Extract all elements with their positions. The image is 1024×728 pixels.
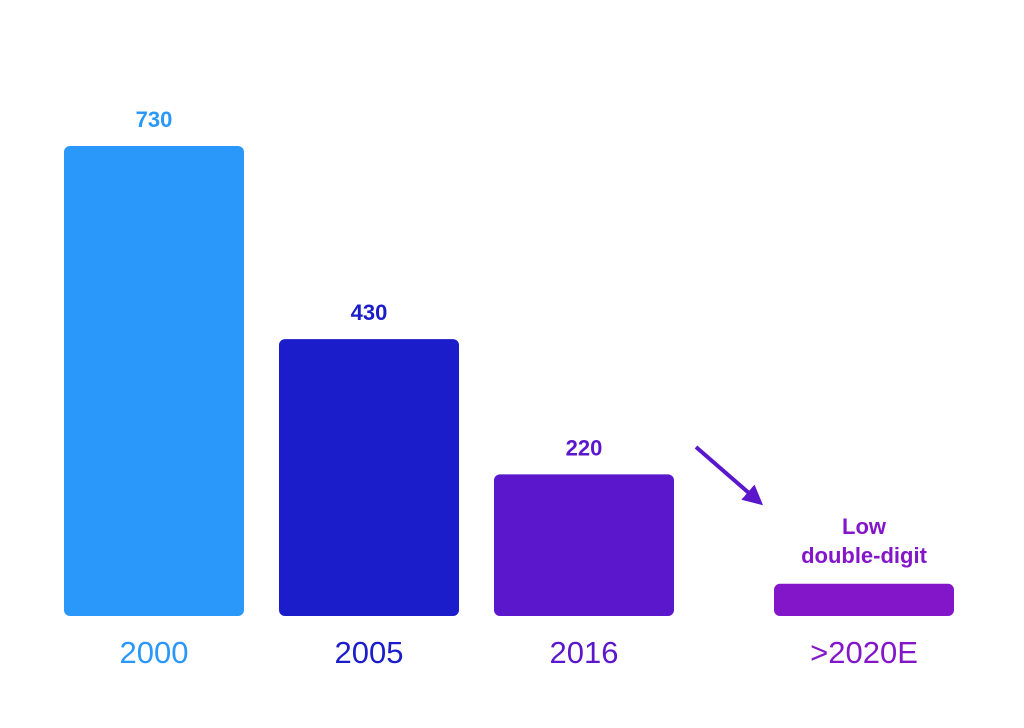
trend-arrow: [694, 445, 764, 506]
category-labels-group: 2000 2005 2016 >2020E: [120, 635, 918, 670]
value-label-3: Low double-digit: [801, 514, 928, 568]
bar-1: [279, 339, 459, 616]
category-label-0: 2000: [120, 635, 189, 670]
category-label-2: 2016: [550, 635, 619, 670]
category-label-1: 2005: [335, 635, 404, 670]
value-label-0: 730: [136, 107, 173, 132]
value-label-2: 220: [566, 435, 603, 460]
category-label-3: >2020E: [810, 635, 918, 670]
bar-2: [494, 474, 674, 616]
value-labels-group: 730 430 220 Low double-digit: [136, 107, 928, 568]
bars-group: [64, 146, 954, 616]
bar-0: [64, 146, 244, 616]
value-label-1: 430: [351, 300, 388, 325]
bar-3: [774, 583, 954, 616]
